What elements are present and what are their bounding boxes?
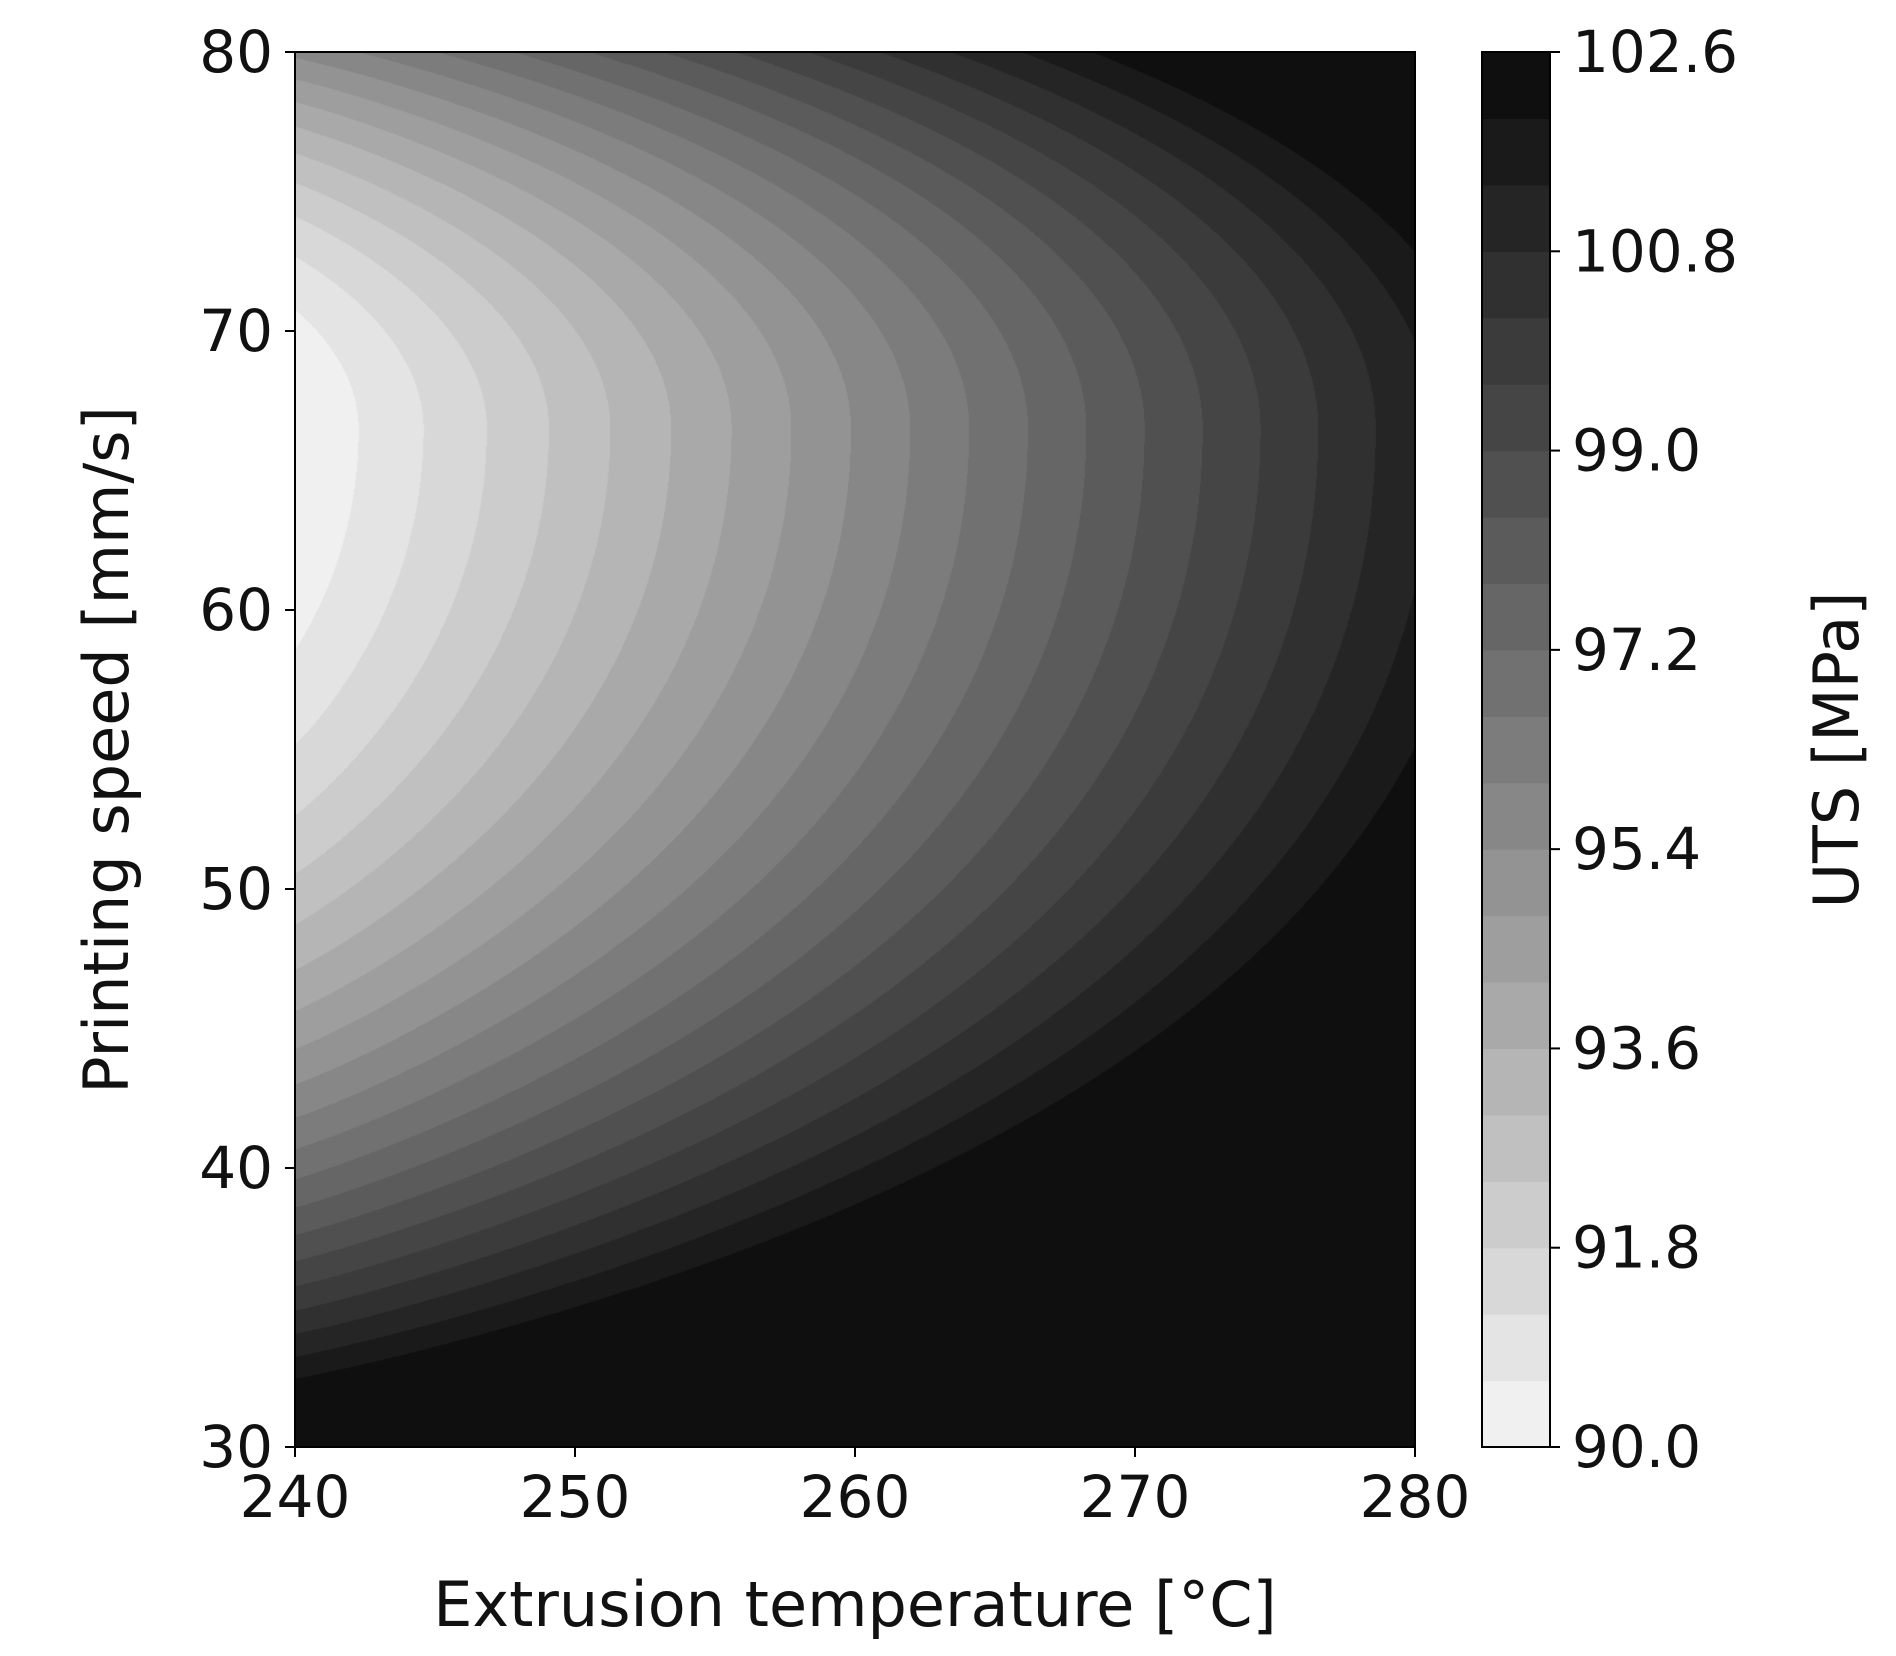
colorbar-band (1482, 915, 1550, 983)
colorbar-band (1482, 982, 1550, 1050)
colorbar-label: UTS [MPa] (1800, 592, 1873, 909)
colorbar-tick-label: 97.2 (1572, 616, 1701, 684)
colorbar-band (1482, 1247, 1550, 1315)
x-axis-label: Extrusion temperature [°C] (433, 1568, 1277, 1641)
x-tick-label: 240 (240, 1463, 351, 1531)
colorbar-tick-label: 100.8 (1572, 217, 1738, 285)
colorbar-band (1482, 583, 1550, 651)
colorbar-band (1482, 716, 1550, 784)
y-axis-label: Printing speed [mm/s] (70, 406, 143, 1094)
colorbar-band (1482, 849, 1550, 917)
colorbar-band (1482, 384, 1550, 452)
colorbar-band (1482, 52, 1550, 120)
y-tick-label: 30 (199, 1413, 273, 1481)
colorbar-band (1482, 517, 1550, 585)
colorbar-band (1482, 1114, 1550, 1182)
colorbar-band (1482, 1314, 1550, 1382)
y-tick-label: 60 (199, 576, 273, 644)
colorbar-band (1482, 1181, 1550, 1249)
y-tick-label: 50 (199, 855, 273, 923)
x-tick-label: 280 (1360, 1463, 1471, 1531)
y-axis-ticks: 30 40 50 60 70 80 (199, 18, 295, 1481)
colorbar-band (1482, 1380, 1550, 1447)
colorbar-ticks: 90.0 91.8 93.6 95.4 97.2 99.0 100.8 102.6 (1550, 18, 1738, 1481)
colorbar-tick-label: 93.6 (1572, 1014, 1701, 1082)
colorbar-band (1482, 184, 1550, 252)
x-axis-ticks: 240 250 260 270 280 (240, 1447, 1471, 1531)
colorbar-tick-label: 102.6 (1572, 18, 1738, 86)
y-tick-label: 70 (199, 297, 273, 365)
y-tick-label: 40 (199, 1134, 273, 1202)
colorbar-band (1482, 251, 1550, 319)
colorbar-tick-label: 95.4 (1572, 815, 1701, 883)
colorbar-tick-label: 90.0 (1572, 1413, 1701, 1481)
colorbar (1482, 52, 1550, 1447)
colorbar-tick-label: 91.8 (1572, 1214, 1701, 1282)
y-tick-label: 80 (199, 18, 273, 86)
x-tick-label: 250 (520, 1463, 631, 1531)
colorbar-frame (1481, 51, 1551, 1448)
colorbar-band (1482, 649, 1550, 717)
contour-plot-area (295, 52, 1415, 1447)
colorbar-tick-label: 99.0 (1572, 417, 1701, 485)
colorbar-band (1482, 782, 1550, 850)
colorbar-band (1482, 317, 1550, 385)
contour-fill (295, 52, 1415, 1447)
x-tick-label: 260 (800, 1463, 911, 1531)
colorbar-band (1482, 118, 1550, 186)
x-tick-label: 270 (1080, 1463, 1191, 1531)
colorbar-band (1482, 450, 1550, 518)
colorbar-band (1482, 1048, 1550, 1116)
